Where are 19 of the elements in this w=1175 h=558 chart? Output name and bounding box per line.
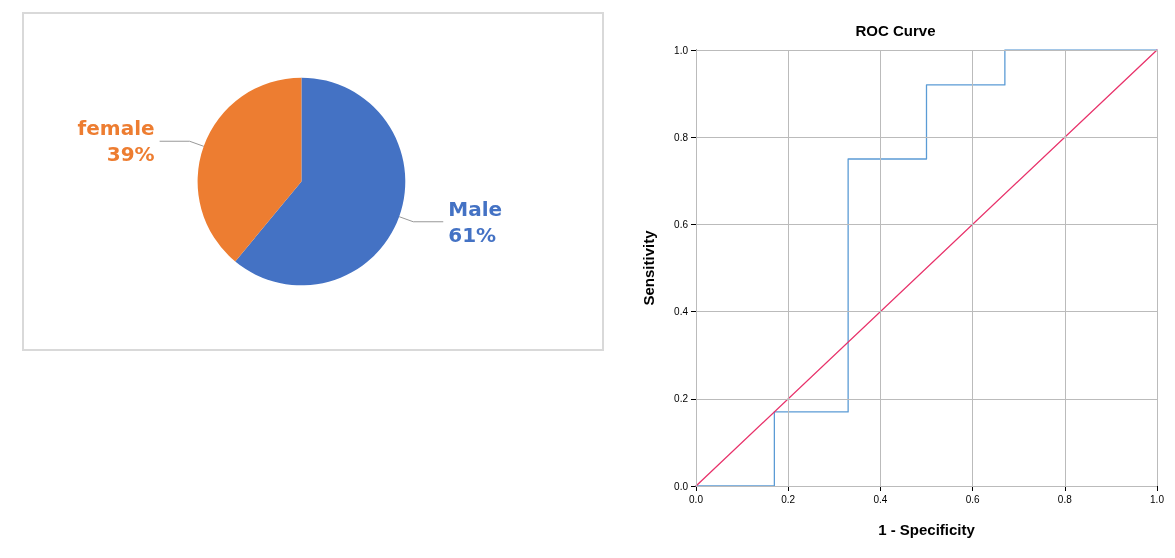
y-axis-title: Sensitivity [640, 229, 657, 306]
chart-title: ROC Curve [855, 22, 936, 39]
x-tick-label: 0.4 [873, 493, 888, 505]
y-tick-label: 0.6 [674, 218, 689, 230]
x-axis-title: 1 - Specificity [878, 521, 976, 538]
y-tick-label: 0.8 [674, 131, 689, 143]
y-tick-label: 0.4 [674, 306, 689, 318]
data-label: 61% [448, 222, 497, 247]
slice-label: female [77, 116, 155, 141]
x-tick-label: 0.0 [689, 493, 704, 505]
y-tick-label: 0.0 [674, 480, 689, 492]
y-tick-label: 1.0 [674, 44, 689, 56]
x-tick-label: 1.0 [1150, 493, 1165, 505]
data-label: 39% [106, 142, 155, 167]
x-tick-label: 0.6 [965, 493, 980, 505]
y-tick-label: 0.2 [674, 393, 689, 405]
x-tick-label: 0.2 [781, 493, 796, 505]
slice-label: Male [448, 196, 503, 221]
x-tick-label: 0.8 [1057, 493, 1073, 505]
